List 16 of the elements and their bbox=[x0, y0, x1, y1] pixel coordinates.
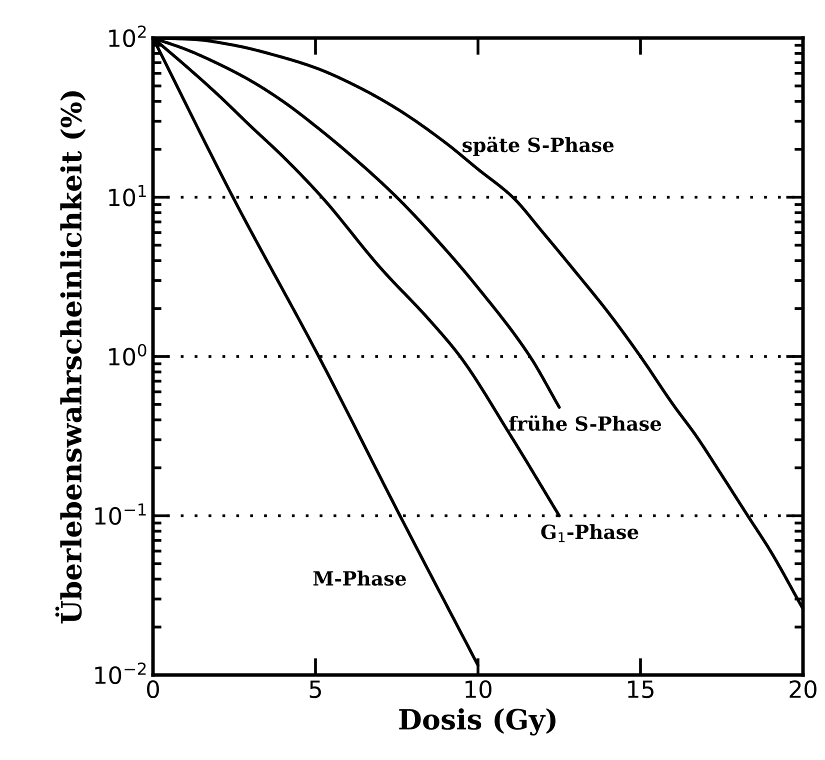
y-tick-label: 10$^{1}$ bbox=[109, 184, 146, 206]
x-tick-label: 10 bbox=[466, 680, 492, 698]
x-tick-label: 15 bbox=[628, 680, 654, 698]
series-label: M-Phase bbox=[313, 570, 406, 586]
y-tick-label: 10$^{2}$ bbox=[109, 25, 146, 48]
series-label: späte S-Phase bbox=[462, 136, 614, 156]
x-axis-title: Dosis (Gy) bbox=[399, 708, 556, 736]
y-tick-label: 10$^{−2}$ bbox=[95, 662, 146, 684]
series-label: G$_{1}$-Phase bbox=[541, 524, 638, 542]
y-tick-label: 10$^{0}$ bbox=[109, 344, 146, 366]
y-axis-title: Überlebenswahrscheinlichkeit (%) bbox=[55, 91, 86, 624]
x-tick-label: 20 bbox=[790, 680, 816, 698]
x-tick-label: 0 bbox=[147, 680, 159, 698]
y-tick-label: 10$^{−1}$ bbox=[95, 503, 146, 525]
series-label: frühe S-Phase bbox=[509, 415, 662, 431]
x-tick-label: 5 bbox=[310, 680, 321, 698]
